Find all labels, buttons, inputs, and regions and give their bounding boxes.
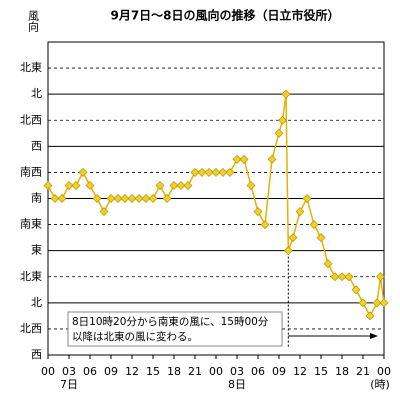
y-tick-label: 西 (31, 348, 42, 361)
data-point (50, 194, 60, 203)
data-point (239, 154, 249, 164)
y-tick-label: 南西 (20, 165, 42, 178)
annotation-box (67, 311, 283, 347)
x-tick-label: 21 (356, 365, 370, 378)
x-tick-label: 18 (335, 365, 349, 378)
data-point (57, 194, 67, 203)
x-tick-label: 12 (293, 365, 307, 378)
data-point (127, 194, 137, 203)
x-tick-label: 00 (209, 365, 223, 378)
data-point (176, 181, 186, 190)
data-point (260, 220, 270, 230)
day-label: 8日 (228, 378, 246, 391)
y-tick-label: 北西 (20, 113, 42, 126)
data-point (323, 259, 333, 269)
x-tick-label: 09 (272, 365, 286, 378)
y-tick-label: 北 (31, 87, 42, 100)
data-point (283, 246, 293, 256)
data-point (162, 194, 172, 203)
data-point (376, 272, 385, 282)
annotation-text: 以降は北東の風に変わる。 (72, 330, 198, 343)
data-point (218, 167, 228, 177)
data-point (169, 181, 179, 190)
data-point (78, 167, 88, 177)
y-tick-label: 東 (31, 244, 42, 257)
annotation-text: 8日10時20分から南東の風に、15時00分 (72, 315, 269, 328)
data-point (43, 181, 53, 190)
y-tick-label: 西 (31, 139, 42, 152)
data-point (253, 207, 263, 216)
data-point (295, 207, 305, 216)
data-point (351, 285, 361, 295)
data-point (99, 207, 109, 216)
data-point (197, 167, 207, 177)
data-point (113, 194, 123, 203)
data-point (155, 181, 165, 190)
x-unit: (時) (370, 378, 390, 391)
x-tick-label: 06 (83, 365, 97, 378)
data-point (92, 194, 102, 203)
arrow-head (370, 333, 378, 339)
x-tick-label: 12 (125, 365, 139, 378)
data-point (379, 298, 389, 308)
data-point (141, 194, 151, 203)
y-tick-label: 北 (31, 296, 42, 309)
data-point (278, 115, 287, 125)
x-tick-label: 15 (314, 365, 328, 378)
data-point (372, 298, 382, 308)
y-axis-label: 風向 (27, 10, 40, 32)
y-tick-label: 北西 (20, 322, 42, 335)
chart-title: 9月7日～8日の風向の推移（日立市役所） (110, 8, 339, 23)
data-point (288, 233, 298, 243)
data-point (358, 298, 368, 308)
x-tick-label: 06 (251, 365, 265, 378)
day-label: 7日 (60, 378, 78, 391)
y-tick-label: 北東 (20, 270, 42, 283)
y-tick-label: 南 (31, 192, 42, 205)
data-point (267, 154, 277, 164)
y-tick-label: 北東 (20, 61, 42, 74)
x-tick-label: 21 (188, 365, 202, 378)
data-point (274, 128, 284, 138)
x-tick-label: 03 (230, 365, 244, 378)
data-point (344, 272, 354, 282)
x-tick-label: 00 (377, 365, 391, 378)
data-point (134, 194, 144, 203)
data-point (302, 194, 312, 203)
data-point (183, 181, 193, 190)
data-point (120, 194, 130, 203)
data-point (211, 167, 221, 177)
x-tick-label: 09 (104, 365, 118, 378)
data-point (85, 181, 95, 190)
data-point (148, 194, 158, 203)
x-tick-label: 00 (41, 365, 55, 378)
data-point (64, 181, 74, 190)
data-point (330, 272, 340, 282)
x-tick-label: 03 (62, 365, 76, 378)
y-tick-label: 南東 (20, 218, 42, 231)
x-tick-label: 15 (146, 365, 160, 378)
data-point (106, 194, 116, 203)
data-point (309, 220, 319, 230)
data-point (71, 181, 81, 190)
x-tick-label: 18 (167, 365, 181, 378)
data-point (365, 311, 375, 321)
data-point (232, 154, 242, 164)
data-point (225, 167, 235, 177)
data-point (246, 181, 256, 190)
data-point (316, 233, 326, 243)
data-point (281, 89, 291, 99)
data-point (190, 167, 200, 177)
data-point (337, 272, 347, 282)
data-point (204, 167, 214, 177)
series-line (47, 94, 385, 318)
